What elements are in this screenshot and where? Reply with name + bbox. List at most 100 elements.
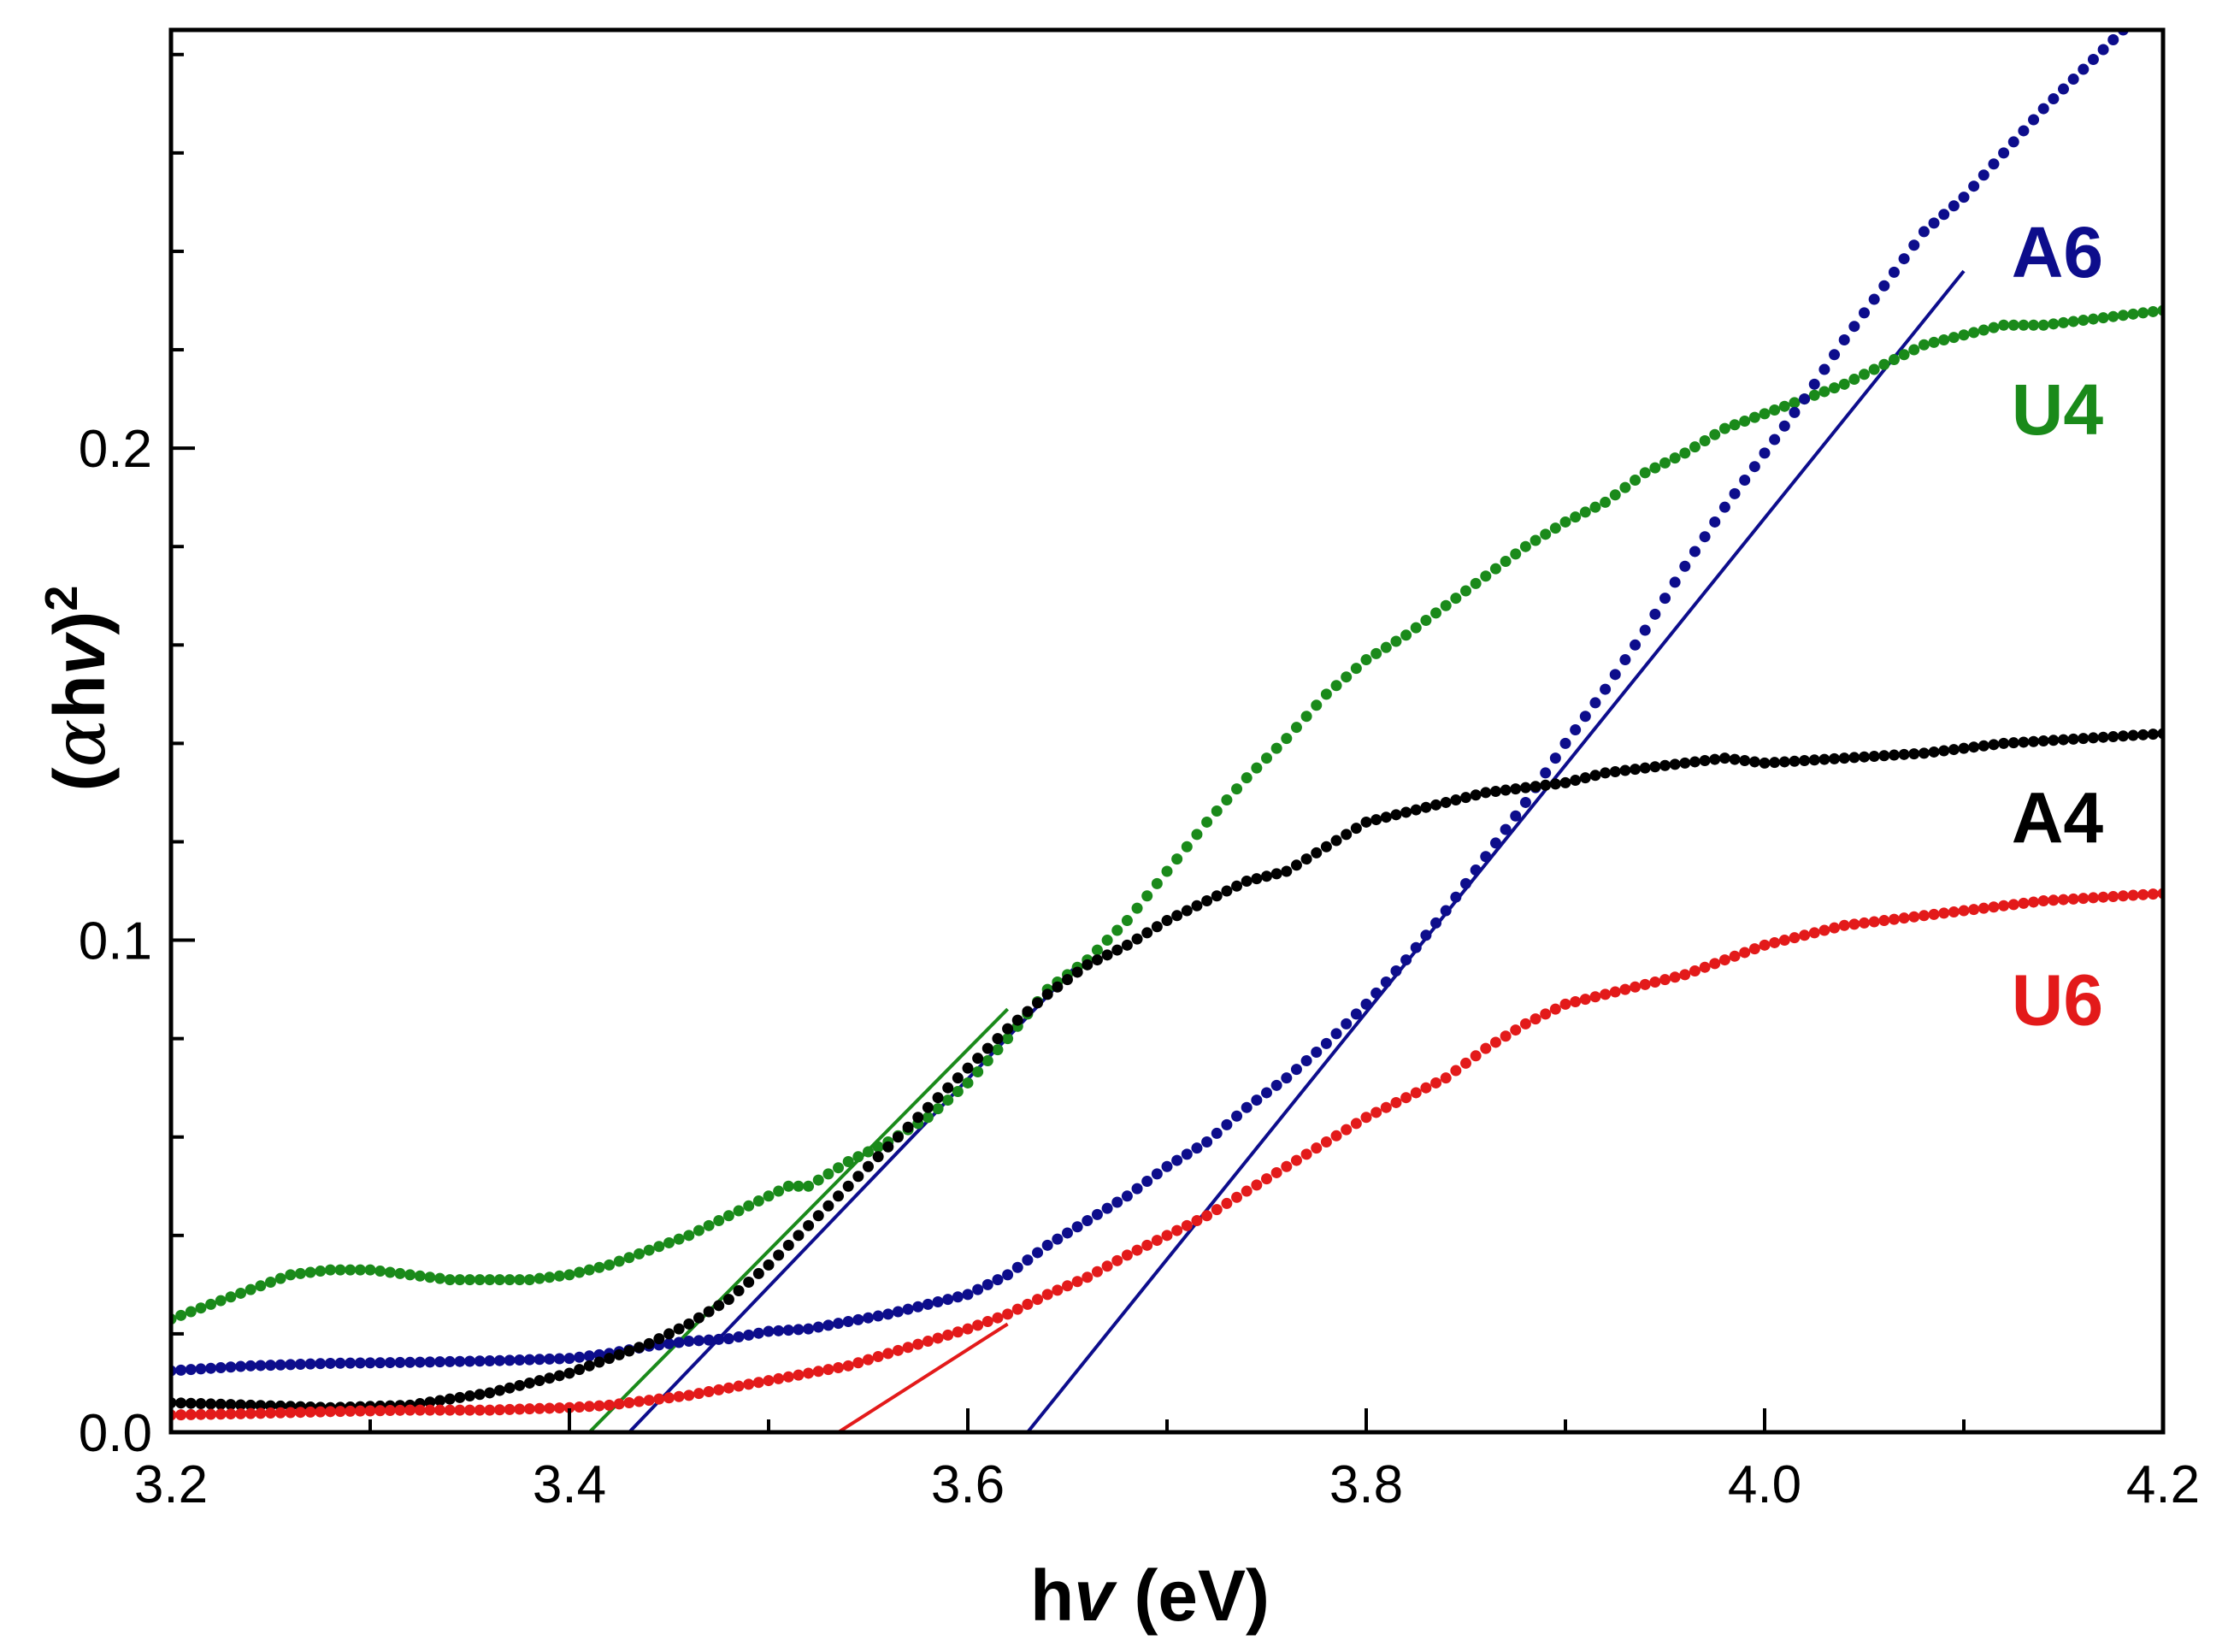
data-point	[1679, 969, 1691, 981]
data-point	[733, 1331, 745, 1343]
data-point	[1011, 1303, 1023, 1315]
data-point	[1380, 976, 1392, 988]
data-point	[1829, 382, 1841, 394]
data-point	[992, 1274, 1004, 1286]
data-point	[245, 1360, 256, 1372]
data-point	[763, 1259, 775, 1271]
data-point	[1131, 1183, 1143, 1195]
data-point	[1071, 1221, 1083, 1233]
data-point	[1141, 1239, 1153, 1251]
data-point	[2117, 730, 2129, 742]
data-point	[1131, 933, 1143, 945]
y-tick-label: 0.2	[79, 420, 152, 479]
tick-labels: 3.2 3.4 3.6 3.8 4.0 4.2 0.0 0.1 0.2	[79, 420, 2200, 1514]
data-point	[1300, 1055, 1312, 1067]
data-point	[1370, 1106, 1382, 1118]
y-axis-title-italic: v	[39, 631, 120, 675]
data-point	[1938, 745, 1950, 757]
data-point	[1609, 986, 1621, 998]
data-point	[245, 1407, 256, 1419]
data-point	[1679, 447, 1691, 459]
data-point	[882, 1348, 894, 1360]
data-point	[2107, 730, 2119, 742]
data-point	[1300, 711, 1312, 723]
data-point	[1808, 754, 1820, 766]
data-point	[2018, 897, 2030, 909]
data-point	[1718, 752, 1730, 764]
data-point	[1948, 200, 1960, 212]
data-point	[265, 1407, 276, 1419]
data-point	[623, 1252, 635, 1264]
data-point	[255, 1400, 267, 1412]
data-point	[1221, 885, 1233, 897]
data-point	[782, 1325, 794, 1336]
data-point	[2087, 892, 2099, 904]
data-point	[733, 1380, 745, 1392]
data-point	[1778, 400, 1790, 412]
data-point	[1549, 778, 1561, 790]
data-point	[1789, 755, 1801, 767]
data-point	[1859, 917, 1870, 929]
data-point	[932, 1103, 944, 1115]
data-point	[1530, 534, 1541, 546]
data-point	[1181, 841, 1193, 853]
data-point	[1270, 868, 1282, 880]
data-point	[574, 1364, 586, 1376]
x-axis-title-main: h	[1030, 1555, 1074, 1636]
data-point	[1739, 475, 1751, 487]
data-point	[2078, 315, 2090, 327]
data-point	[484, 1387, 496, 1399]
data-point	[1928, 908, 1940, 920]
data-point	[972, 1319, 984, 1331]
data-point	[1559, 998, 1571, 1010]
data-point	[981, 1278, 993, 1290]
data-point	[793, 1180, 805, 1192]
data-point	[623, 1345, 635, 1357]
data-point	[1639, 467, 1651, 479]
data-point	[1440, 1072, 1452, 1084]
data-point	[1071, 966, 1083, 978]
data-point	[1002, 1308, 1014, 1320]
data-point	[404, 1404, 416, 1416]
data-point	[812, 1174, 824, 1186]
data-point	[683, 1389, 695, 1401]
data-point	[1191, 1215, 1203, 1227]
series-label-A6: A6	[2012, 212, 2103, 292]
data-point	[1579, 506, 1591, 518]
data-point	[1290, 1064, 1302, 1076]
data-point	[493, 1354, 505, 1366]
data-point	[922, 1112, 934, 1124]
data-point	[1320, 688, 1332, 700]
data-point	[1868, 293, 1880, 305]
data-point	[235, 1360, 247, 1372]
data-point	[444, 1393, 456, 1405]
data-point	[693, 1224, 704, 1236]
data-point	[2067, 74, 2079, 86]
data-point	[1171, 910, 1183, 922]
data-point	[2087, 54, 2099, 66]
data-point	[1540, 1008, 1552, 1020]
data-point	[1619, 654, 1631, 666]
data-point	[2127, 729, 2139, 741]
data-point	[1320, 841, 1332, 853]
data-point	[533, 1272, 545, 1284]
data-point	[773, 1372, 785, 1384]
data-point	[1270, 1166, 1282, 1178]
data-point	[1320, 1136, 1332, 1148]
data-point	[304, 1406, 316, 1418]
data-point	[334, 1406, 346, 1418]
data-point	[1510, 548, 1522, 560]
data-point	[2018, 319, 2030, 331]
data-point	[1818, 363, 1830, 375]
data-point	[752, 1195, 764, 1207]
data-point	[1341, 1124, 1353, 1136]
data-point	[803, 1219, 815, 1231]
data-point	[782, 1371, 794, 1383]
data-point	[593, 1356, 605, 1368]
data-point	[763, 1375, 775, 1387]
data-point	[1400, 954, 1412, 966]
data-point	[643, 1395, 655, 1407]
data-point	[1510, 810, 1522, 822]
data-point	[1181, 905, 1193, 917]
data-point	[1430, 607, 1442, 619]
